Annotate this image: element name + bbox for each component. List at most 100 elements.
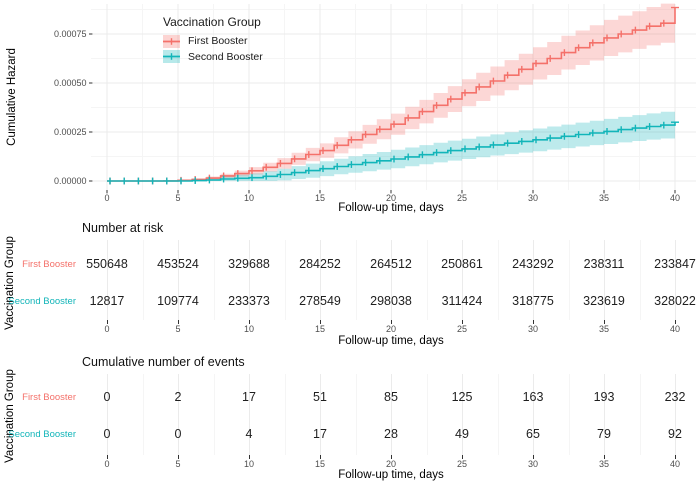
events-table-gridline-minor [568,374,570,455]
risk-table-gridline-minor [497,240,499,320]
y-tick-label: 0.00000 [54,176,87,186]
risk-table-gridline-major [533,240,534,320]
hazard-curve-first-booster [107,7,676,182]
x-tick-label: 15 [315,193,325,203]
events-table-gridline-major [178,374,179,455]
risk-table-gridline-minor [568,240,570,320]
risk-table-value: 233847 [654,257,696,271]
second-booster-key-icon [163,50,180,63]
events-table-gridline-major [249,374,250,455]
risk-table-value: 453524 [157,257,199,271]
risk-table-tick-label: 40 [669,324,681,334]
events-table-tick-label: 10 [243,459,255,469]
risk-table-tick-label: 25 [456,324,468,334]
events-table-axis-tick [107,455,108,459]
events-table-value: 0 [103,390,111,404]
confidence-band-first-booster [107,0,675,181]
hazard-curve-second-booster [107,122,676,182]
events-table-axis-tick [533,455,534,459]
events-row-label-second-booster: Second Booster [8,429,76,440]
events-table-value: 49 [455,427,469,441]
risk-table-tick-label: 35 [598,324,610,334]
events-table-gridline-major [533,374,534,455]
risk-table-gridline-minor [426,240,428,320]
risk-row-label-first-booster: First Booster [22,259,76,270]
risk-table-tick-label: 30 [527,324,539,334]
risk-table-axis-tick [462,320,463,324]
risk-table-gridline-minor [639,240,641,320]
risk-table-value: 109774 [157,293,199,308]
events-table-value: 0 [174,427,182,441]
x-tick-label: 35 [599,193,609,203]
y-tick-label: 0.00025 [54,127,87,137]
events-table-value: 17 [242,390,256,404]
risk-table-gridline-minor [284,240,286,320]
x-tick-label: 0 [104,193,109,203]
events-table-gridline-minor [639,374,641,455]
events-table-gridline-major [604,374,605,455]
events-table-value: 65 [526,427,540,441]
events-table-tick-label: 30 [527,459,539,469]
x-tick-label: 40 [670,193,680,203]
risk-table-value: 328022 [654,293,696,308]
events-table-axis-tick [462,455,463,459]
events-table-gridline-major [462,374,463,455]
events-table-tick-label: 20 [385,459,397,469]
events-table-tick-label: 0 [104,459,110,469]
risk-table-value: 238311 [583,257,625,271]
events-table-gridline-major [107,374,108,455]
events-table-value: 92 [668,427,682,441]
risk-table-value: 323619 [583,293,625,308]
legend-item-second-booster: Second Booster [163,50,263,64]
events-table-value: 0 [103,427,111,441]
legend-item-first-booster: First Booster [163,34,248,48]
legend-label-first-booster: First Booster [188,35,248,47]
y-tick-label: 0.00075 [54,29,87,39]
legend-label-second-booster: Second Booster [188,50,263,63]
events-table-gridline-minor [284,374,286,455]
risk-table-value: 298038 [370,293,412,308]
events-table-gridline-major [675,374,676,455]
events-table-value: 193 [593,390,615,404]
risk-table-gridline-minor [213,240,215,320]
events-table-value: 28 [384,427,398,441]
risk-table-gridline-major [391,240,392,320]
risk-table-axis-tick [675,320,676,324]
events-table-gridline-major [320,374,321,455]
risk-table-value: 329688 [228,257,270,271]
events-table-tick-label: 25 [456,459,468,469]
x-tick-label: 30 [528,193,538,203]
plot-x-axis-title: Follow-up time, days [338,202,444,214]
events-table-axis-tick [391,455,392,459]
risk-table-title: Number at risk [82,221,164,235]
events-table-gridline-minor [497,374,499,455]
x-tick-label: 10 [244,193,254,203]
risk-table-gridline-major [604,240,605,320]
events-table-tick-label: 5 [175,459,181,469]
risk-table-value: 12817 [89,293,125,308]
risk-table-axis-tick [178,320,179,324]
events-table-value: 85 [384,390,398,404]
events-table-value: 125 [451,390,473,404]
risk-row-label-second-booster: Second Booster [8,295,76,307]
risk-table-gridline-minor [142,240,144,320]
risk-table-tick-label: 10 [243,324,255,334]
risk-table-axis-tick [320,320,321,324]
events-table-axis-tick [249,455,250,459]
risk-table-tick-label: 20 [385,324,397,334]
risk-table-value: 278549 [299,293,341,308]
risk-table-tick-label: 5 [175,324,181,334]
risk-table-gridline-major [107,240,108,320]
events-table-gridline-major [391,374,392,455]
cumulative-hazard-plot: 0 5 10 15 20 25 30 35 40 0.00000 0.00025 0.00050 0.0… [54,0,696,203]
risk-table-value: 311424 [441,293,483,308]
risk-table-value: 318775 [512,293,554,308]
events-table-gridline-minor [142,374,144,455]
risk-table-tick-label: 0 [104,324,110,334]
first-booster-key-icon [163,34,180,48]
risk-table-gridline-major [462,240,463,320]
events-table-value: 79 [597,427,611,441]
risk-table-value: 550648 [86,257,128,271]
